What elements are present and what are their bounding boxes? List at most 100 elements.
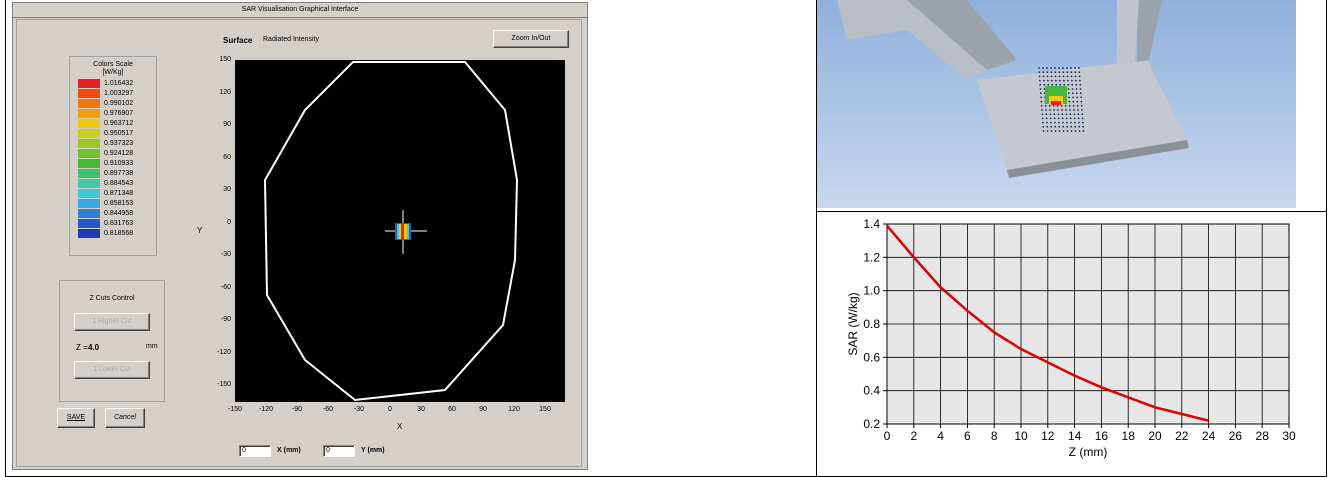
sar-surface-plot[interactable]	[235, 60, 565, 402]
color-scale-unit: [W/Kg]	[102, 69, 124, 76]
window-title: SAR Visualisation Graphical Interface	[13, 3, 587, 18]
grid-dot	[1050, 67, 1052, 69]
grid-dot	[1070, 75, 1073, 78]
save-button[interactable]: SAVE	[57, 408, 95, 428]
y-tick-label: 120	[219, 88, 231, 96]
x-axis-label: X	[397, 422, 403, 431]
lower-cut-button[interactable]: 1 Lower Cut	[74, 361, 150, 379]
grid-dot	[1079, 88, 1082, 90]
surface-value: Radiated Intensity	[263, 36, 320, 43]
grid-dot	[1072, 96, 1074, 99]
phantom-left-wall	[837, 0, 987, 80]
grid-dot	[1075, 83, 1078, 86]
x-tick-label: -60	[322, 406, 334, 413]
grid-dot	[1038, 75, 1041, 78]
x-tick-label: 16	[1095, 429, 1109, 443]
color-swatch	[78, 169, 100, 178]
grid-dot	[1078, 130, 1081, 132]
y-axis-title: SAR (W/kg)	[846, 292, 860, 355]
y-coordinate-input[interactable]: 0	[323, 445, 355, 457]
grid-dot	[1065, 109, 1067, 111]
left-cell: SAR Visualisation Graphical Interface Co…	[5, 0, 817, 477]
grid-dot	[1066, 125, 1069, 128]
phantom-right-wall	[1137, 0, 1162, 62]
grid-dot	[1040, 100, 1043, 103]
grid-dot	[1039, 92, 1042, 95]
grid-dot	[1067, 92, 1070, 95]
grid-dot	[1082, 130, 1085, 132]
grid-dot	[1071, 88, 1074, 90]
grid-dot	[1057, 117, 1060, 120]
x-tick-label: 12	[1041, 429, 1055, 443]
grid-dot	[1074, 125, 1077, 128]
grid-dot	[1054, 125, 1057, 128]
grid-dot	[1065, 117, 1068, 120]
grid-dot	[1041, 109, 1043, 111]
grid-dot	[1051, 79, 1053, 82]
grid-dot	[1054, 130, 1057, 132]
grid-dot	[1074, 121, 1076, 124]
x-axis-title: Z (mm)	[1069, 445, 1108, 459]
y-axis-label: Y	[197, 226, 203, 235]
x-tick-label: 18	[1122, 429, 1136, 443]
z-value: 4.0	[88, 343, 100, 352]
phantom-3d-view	[817, 0, 1296, 208]
grid-dot	[1068, 96, 1070, 99]
x-coordinate-label: X (mm)	[277, 447, 301, 454]
zoom-in-out-button[interactable]: Zoom In/Out	[493, 30, 569, 48]
grid-dot	[1050, 125, 1053, 128]
grid-dot	[1058, 130, 1061, 132]
grid-dot	[1070, 130, 1073, 132]
grid-dot	[1042, 121, 1044, 124]
color-swatch	[78, 109, 100, 118]
window-body: Colors Scale [W/Kg] 1.016432 1.003297 0.99…	[16, 19, 582, 467]
grid-dot	[1063, 83, 1066, 86]
grid-dot	[1041, 117, 1044, 120]
grid-dot	[1070, 125, 1073, 128]
x-coordinate-input[interactable]: 0	[239, 445, 271, 457]
cancel-button[interactable]: Cancel	[105, 408, 145, 428]
grid-dot	[1076, 96, 1078, 99]
y-tick-label: -90	[220, 316, 231, 323]
grid-dot	[1058, 75, 1061, 78]
z-cuts-control: Z Cuts Control 1 Higher Cut Z = 4.0 mm 1…	[59, 280, 165, 402]
grid-dot	[1078, 67, 1080, 69]
grid-dot	[1046, 75, 1049, 78]
grid-dot	[1045, 117, 1048, 120]
grid-dot	[1077, 117, 1080, 120]
color-swatch	[78, 89, 100, 98]
higher-cut-button[interactable]: 1 Higher Cut	[74, 313, 150, 331]
x-tick-label: 24	[1202, 429, 1216, 443]
grid-dot	[1075, 92, 1078, 95]
grid-dot	[1044, 104, 1047, 107]
grid-dot	[1080, 104, 1083, 107]
grid-dot	[1045, 109, 1047, 111]
y-tick-label: 60	[223, 153, 231, 161]
grid-dot	[1062, 121, 1064, 124]
sar-hotspot-red	[401, 224, 404, 239]
color-swatch	[78, 79, 100, 88]
x-tick-label: 0	[884, 429, 891, 443]
grid-dot	[1067, 79, 1069, 82]
grid-dot	[1061, 109, 1063, 111]
grid-dot	[1070, 67, 1072, 69]
x-tick-label: 10	[1014, 429, 1028, 443]
grid-dot	[1062, 130, 1065, 132]
y-tick-label: -150	[216, 381, 231, 388]
color-swatch	[78, 159, 100, 168]
x-tick-label: -120	[258, 406, 273, 413]
grid-dot	[1079, 83, 1082, 86]
phantom-right-flap	[1117, 0, 1139, 64]
grid-dot	[1079, 92, 1082, 95]
grid-dot	[1072, 100, 1075, 103]
y-tick-label: 0	[227, 218, 231, 226]
grid-dot	[1059, 79, 1061, 82]
grid-dot	[1046, 125, 1049, 128]
grid-dot	[1076, 104, 1079, 107]
grid-dot	[1046, 130, 1049, 132]
sar-hotspot-yellow-3d	[1049, 96, 1063, 104]
grid-dot	[1081, 109, 1083, 111]
grid-dot	[1051, 83, 1054, 86]
grid-dot	[1074, 75, 1077, 78]
color-scale-value: 0.924128	[104, 150, 134, 157]
